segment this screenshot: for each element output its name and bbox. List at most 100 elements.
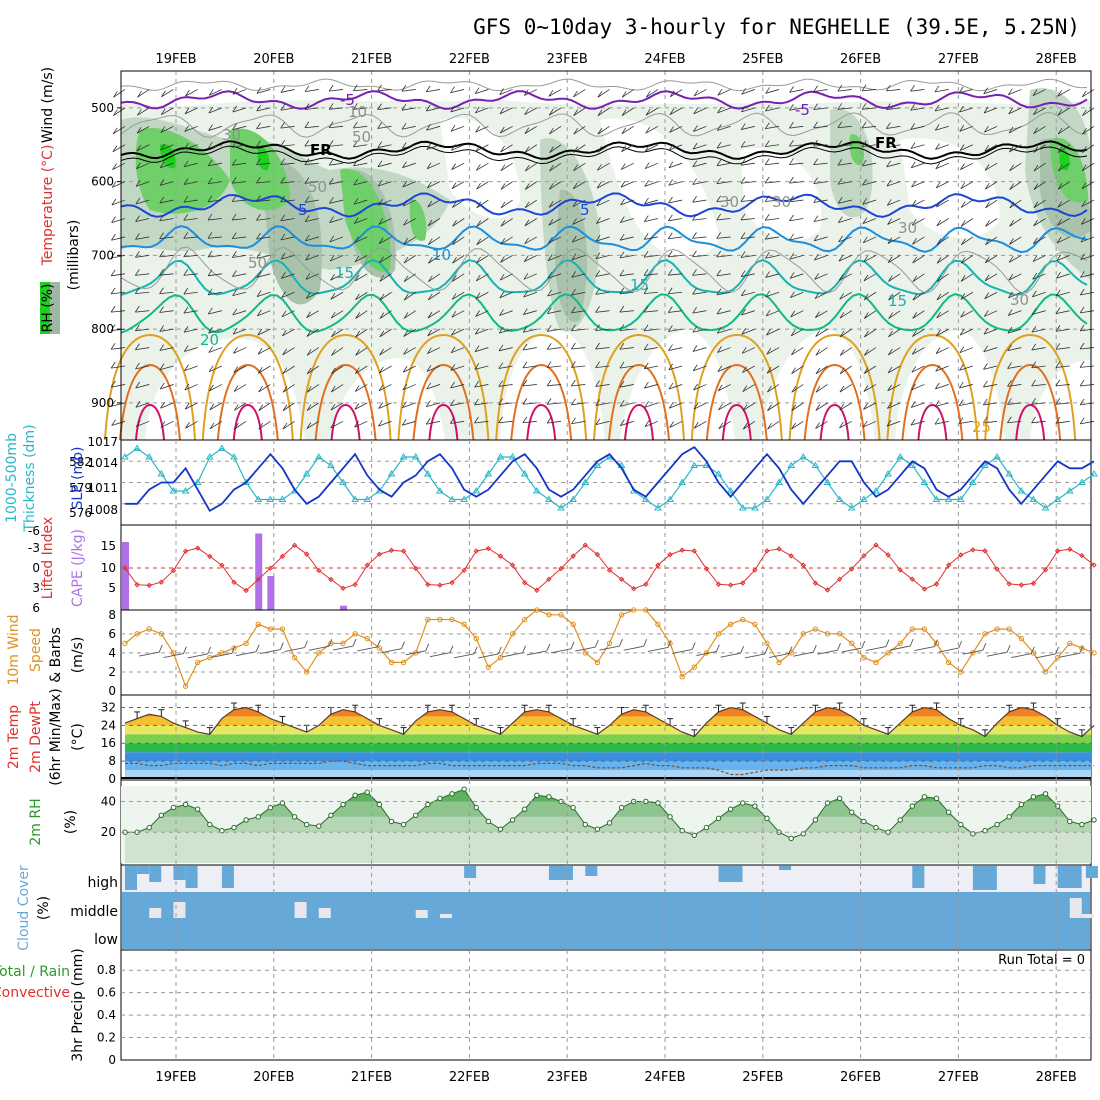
- wind-barb: [596, 199, 610, 207]
- wind-barb: [692, 236, 707, 239]
- wind-barb: [403, 236, 416, 245]
- wind-barb-feather: [692, 326, 698, 333]
- wind-barb-feather: [1008, 273, 1014, 281]
- wind-barb-feather: [910, 104, 915, 111]
- thickness-point: [884, 470, 892, 477]
- wind-barb: [306, 402, 320, 411]
- lifted-index-point: [546, 576, 552, 583]
- wind-barb: [353, 162, 368, 167]
- rh-point: [788, 835, 794, 842]
- wind-barb: [476, 218, 489, 227]
- wind-speed-point: [594, 659, 601, 666]
- wind-barb-feather: [183, 287, 189, 295]
- wind-barb-feather: [740, 141, 746, 148]
- rh-point: [303, 821, 310, 828]
- surface-wind-feather: [497, 646, 502, 655]
- wind-barb-feather: [620, 198, 625, 206]
- rh-point: [291, 814, 298, 820]
- wind-barb-feather: [113, 91, 118, 98]
- wind-barb: [766, 328, 780, 336]
- wind-barb-feather: [426, 365, 432, 372]
- wind-barb: [306, 310, 319, 318]
- wind-barb: [111, 328, 126, 331]
- wind-barb: [765, 310, 780, 317]
- wind-barb: [693, 384, 707, 391]
- rh-point: [1091, 817, 1097, 823]
- wind-barb-feather: [232, 308, 238, 316]
- wind-gridlines: [121, 610, 1091, 695]
- wind-barb: [329, 107, 344, 110]
- wind-barb: [232, 162, 247, 166]
- date-label-top: 26FEB: [840, 52, 881, 67]
- wind-speed-point: [812, 626, 819, 632]
- wind-barb: [355, 365, 368, 374]
- wind-barb-feather: [935, 365, 941, 372]
- wind-barb: [1033, 125, 1046, 134]
- wind-barb-feather: [692, 214, 697, 221]
- wind-barb: [692, 347, 707, 352]
- wind-barb-feather: [766, 348, 772, 355]
- wind-barb: [644, 347, 659, 351]
- wind-barb-feather: [912, 312, 918, 319]
- wind-barb: [522, 384, 537, 387]
- wind-barb: [741, 107, 755, 113]
- contour-label: 30: [1010, 291, 1029, 309]
- cape-tick-label: 10: [101, 561, 116, 575]
- wind-barb-feather: [328, 84, 334, 92]
- wind-barb-feather: [693, 402, 699, 410]
- isotherm-25: [788, 333, 881, 441]
- wind-barb: [184, 144, 198, 150]
- rh-point: [703, 824, 710, 831]
- wind-barb-feather: [886, 199, 892, 206]
- wind-barb: [329, 236, 344, 243]
- wind-barb: [644, 328, 659, 332]
- wind-barb: [597, 144, 610, 153]
- wind-barb-feather: [716, 177, 722, 184]
- wind-barb-feather: [401, 123, 407, 130]
- wind-barb: [935, 365, 949, 372]
- wind-barb-feather: [402, 401, 407, 408]
- wind-barb-feather: [450, 381, 455, 389]
- wind-barb: [645, 125, 659, 134]
- wind-barb-feather: [886, 141, 891, 148]
- temp-axis-label: 2m Temp: [6, 705, 22, 769]
- isotherm-25: [495, 333, 588, 441]
- wind-barb: [912, 291, 925, 301]
- wind-speed-point: [509, 631, 516, 637]
- wind-barb: [862, 162, 877, 167]
- wind-barb-feather: [692, 345, 698, 352]
- rh-point: [437, 795, 443, 802]
- wind-barb: [620, 236, 634, 241]
- wind-barb-feather: [985, 220, 990, 227]
- wind-barb-feather: [304, 215, 310, 222]
- isotherm-30: [314, 363, 377, 441]
- wind-speed-line: [124, 609, 1095, 688]
- wind-barb: [863, 291, 877, 301]
- wind-barb-feather: [740, 289, 746, 296]
- thickness-point: [690, 461, 699, 468]
- wind-barb-feather: [668, 402, 674, 409]
- wind-barb: [111, 254, 126, 259]
- wind-barb: [329, 89, 344, 92]
- mid-cloud-gap: [294, 902, 307, 918]
- wind-barb-feather: [451, 293, 457, 300]
- wind-barb: [1057, 162, 1070, 172]
- wind-barb: [208, 125, 223, 131]
- wind-barb-feather: [888, 293, 893, 301]
- lifted-index-point: [219, 562, 225, 569]
- surface-wind-feather: [1006, 645, 1011, 653]
- wind-barb-feather: [353, 159, 358, 167]
- wind-barb-feather: [669, 108, 675, 115]
- wind-barb: [475, 291, 489, 300]
- lifted-index-point: [703, 566, 710, 572]
- wind-barb-feather: [281, 291, 286, 298]
- wind-barb-feather: [789, 195, 794, 203]
- wind-speed-point: [849, 640, 855, 647]
- wind-barb: [716, 181, 731, 185]
- contour-label: 30: [772, 193, 791, 211]
- wind-barb-feather: [256, 271, 262, 278]
- rh-point: [509, 817, 516, 823]
- wind-barb: [1080, 254, 1095, 261]
- wind-barb: [379, 347, 392, 356]
- rh-series: [121, 786, 1097, 863]
